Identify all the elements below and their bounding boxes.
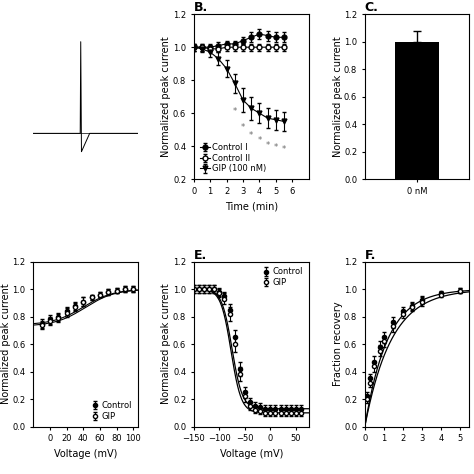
Text: E.: E.	[194, 249, 207, 262]
Text: C.: C.	[365, 1, 379, 14]
Y-axis label: Normalized peak current: Normalized peak current	[162, 36, 172, 157]
Text: *: *	[257, 137, 262, 146]
Legend: Control I, Control II, GIP (100 nM): Control I, Control II, GIP (100 nM)	[198, 141, 268, 175]
X-axis label: Voltage (mV): Voltage (mV)	[219, 449, 283, 459]
Y-axis label: Normalized peak current: Normalized peak current	[162, 284, 172, 404]
Text: *: *	[265, 141, 270, 150]
Text: *: *	[282, 145, 286, 154]
Text: *: *	[249, 131, 253, 140]
Legend: Control, GIP: Control, GIP	[89, 400, 134, 422]
Legend: Control, GIP: Control, GIP	[260, 266, 304, 289]
Text: *: *	[241, 123, 245, 132]
Y-axis label: Fraction recovery: Fraction recovery	[333, 302, 343, 386]
Text: B.: B.	[194, 1, 208, 14]
X-axis label: Time (min): Time (min)	[225, 201, 278, 211]
Y-axis label: Normalized peak current: Normalized peak current	[333, 36, 343, 157]
Text: *: *	[233, 107, 237, 116]
Text: *: *	[273, 143, 278, 152]
Text: F.: F.	[365, 249, 376, 262]
Y-axis label: Normalized peak current: Normalized peak current	[1, 284, 11, 404]
Bar	[395, 42, 439, 179]
X-axis label: Voltage (mV): Voltage (mV)	[54, 449, 117, 459]
